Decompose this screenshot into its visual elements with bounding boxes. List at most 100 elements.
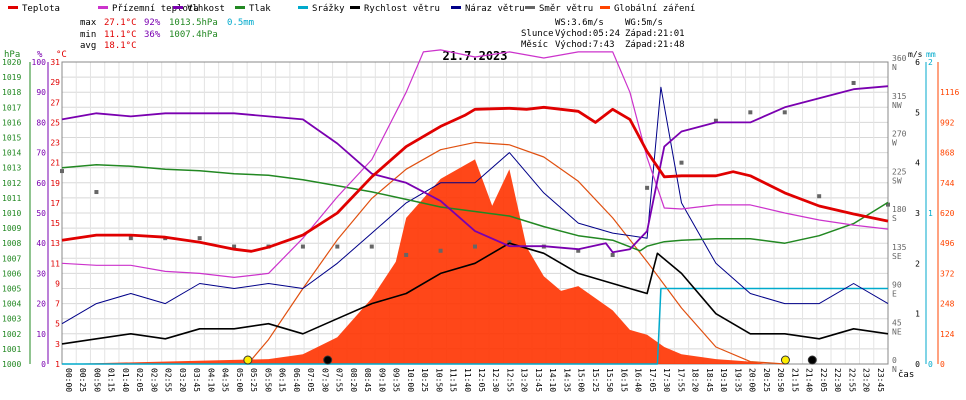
time-tick-label: 12:55	[505, 368, 514, 392]
wind-direction-dot	[886, 202, 890, 207]
wind-direction-dot	[232, 244, 237, 249]
temperature-tick-label: 15	[50, 219, 60, 228]
stat-max-humidity: 92%	[144, 18, 161, 28]
pressure-tick-label: 1010	[2, 209, 21, 218]
time-tick-label: 17:55	[676, 368, 685, 392]
time-tick-label: 00:00	[64, 368, 73, 392]
wind-direction-tick-label: 135	[892, 243, 907, 252]
time-tick-label: 10:25	[420, 368, 429, 392]
time-tick-label: 01:40	[121, 368, 130, 392]
wind-direction-tick-label: S	[892, 214, 897, 223]
temperature-tick-label: 17	[50, 199, 60, 208]
wind-speed-tick-label: 1	[915, 310, 920, 319]
legend-item-label: Vlhkost	[187, 4, 225, 14]
time-tick-label: 20:25	[762, 368, 771, 392]
temperature-tick-label: 19	[50, 179, 60, 188]
time-tick-label: 15:25	[591, 368, 600, 392]
wind-direction-tick-label: 90	[892, 281, 902, 290]
rain-axis-unit: mm	[926, 50, 936, 59]
wind-speed-tick-label: 2	[915, 259, 920, 268]
temperature-tick-label: 21	[50, 159, 60, 168]
radiation-tick-label: 124	[940, 330, 955, 339]
pressure-tick-label: 1005	[2, 285, 21, 294]
pressure-tick-label: 1018	[2, 88, 21, 97]
wind-direction-dot	[404, 252, 409, 257]
pressure-tick-label: 1011	[2, 194, 21, 203]
pressure-tick-label: 1017	[2, 103, 21, 112]
wind-direction-tick-label: 270	[892, 130, 907, 139]
wind-direction-tick-label: 0	[892, 356, 897, 365]
time-tick-label: 22:30	[833, 368, 842, 392]
time-tick-label: 08:45	[363, 368, 372, 392]
time-tick-label: 18:45	[705, 368, 714, 392]
legend-item-label: Přízemní teplota	[112, 4, 199, 14]
time-axis: 00:00 00:25 00:50 01:15 01:40 02:05 02:30 02:55…	[64, 368, 914, 392]
moonrise-marker	[323, 355, 333, 365]
time-tick-label: 15:50	[605, 368, 614, 392]
sun-moon-info: WS:3.6m/s WG:5m/s Slunce Východ:05:24 Západ:…	[521, 18, 685, 50]
wind-direction-dot	[60, 169, 64, 174]
pressure-tick-label: 1020	[2, 58, 21, 67]
moon-set-time: Západ:21:48	[625, 40, 685, 50]
legend-swatch	[8, 6, 18, 9]
time-tick-label: 17:30	[662, 368, 671, 392]
wind-direction-dot	[369, 244, 374, 249]
legend-item-label: Globální záření	[614, 4, 695, 14]
time-tick-label: 05:50	[263, 368, 272, 392]
legend-swatch	[525, 6, 535, 9]
wind-direction-tick-label: NE	[892, 327, 902, 336]
time-tick-label: 17:05	[648, 368, 657, 392]
time-tick-label: 10:00	[406, 368, 415, 392]
rain-tick-label: 2	[928, 58, 933, 67]
wind-direction-dot	[507, 240, 512, 245]
stat-max-temp: 27.1°C	[104, 18, 137, 28]
humidity-tick-label: 80	[36, 118, 46, 127]
rain-axis: mm 0 1 2	[925, 50, 936, 369]
legend-swatch	[600, 6, 610, 9]
time-tick-label: 13:20	[520, 368, 529, 392]
pressure-tick-label: 1008	[2, 239, 21, 248]
time-tick-label: 02:05	[135, 368, 144, 392]
radiation-tick-label: 868	[940, 149, 955, 158]
legend-swatch	[173, 6, 183, 9]
time-tick-label: 04:35	[221, 368, 230, 392]
sunset-marker	[780, 355, 790, 365]
humidity-tick-label: 0	[41, 360, 46, 369]
pressure-tick-label: 1006	[2, 269, 21, 278]
wind-direction-dot	[473, 244, 477, 249]
legend-swatch	[235, 6, 245, 9]
moon-rise-time: Východ:7:43	[555, 40, 615, 50]
temperature-tick-label: 13	[50, 239, 60, 248]
time-tick-label: 22:05	[819, 368, 828, 392]
wind-direction-tick-label: 225	[892, 167, 907, 176]
moon-label: Měsíc	[521, 40, 548, 50]
wind-direction-tick-label: E	[892, 290, 897, 299]
time-tick-label: 20:00	[748, 368, 757, 392]
wind-direction-tick-label: SE	[892, 252, 902, 261]
time-tick-label: 08:20	[349, 368, 358, 392]
humidity-axis: % 0 10 20 30 40 50 60 70 80 90 100	[32, 50, 49, 369]
wind-direction-tick-label: NW	[892, 101, 902, 110]
temperature-tick-label: 31	[50, 58, 60, 67]
pressure-tick-label: 1002	[2, 330, 21, 339]
temperature-tick-label: 3	[55, 340, 60, 349]
stat-max-rain: 0.5mm	[227, 18, 254, 28]
wind-speed-tick-label: 6	[915, 58, 920, 67]
radiation-tick-label: 372	[940, 269, 955, 278]
wind-speed-axis-unit: m/s	[908, 50, 923, 59]
humidity-tick-label: 70	[36, 149, 46, 158]
wind-speed-tick-label: 4	[915, 159, 920, 168]
time-tick-label: 05:25	[249, 368, 258, 392]
humidity-tick-label: 60	[36, 179, 46, 188]
humidity-tick-label: 10	[36, 330, 46, 339]
wind-gust-line	[61, 86, 889, 325]
wind-speed-line	[61, 242, 889, 345]
time-tick-label: 11:15	[449, 368, 458, 392]
rain-tick-label: 0	[928, 360, 933, 369]
time-tick-label: 16:40	[634, 368, 643, 392]
pressure-axis-unit: hPa	[4, 50, 20, 60]
wind-direction-tick-label: SW	[892, 176, 902, 185]
wind-gust-info: WG:5m/s	[625, 18, 663, 28]
wind-direction-tick-label: N	[892, 365, 897, 374]
radiation-area	[62, 159, 888, 364]
